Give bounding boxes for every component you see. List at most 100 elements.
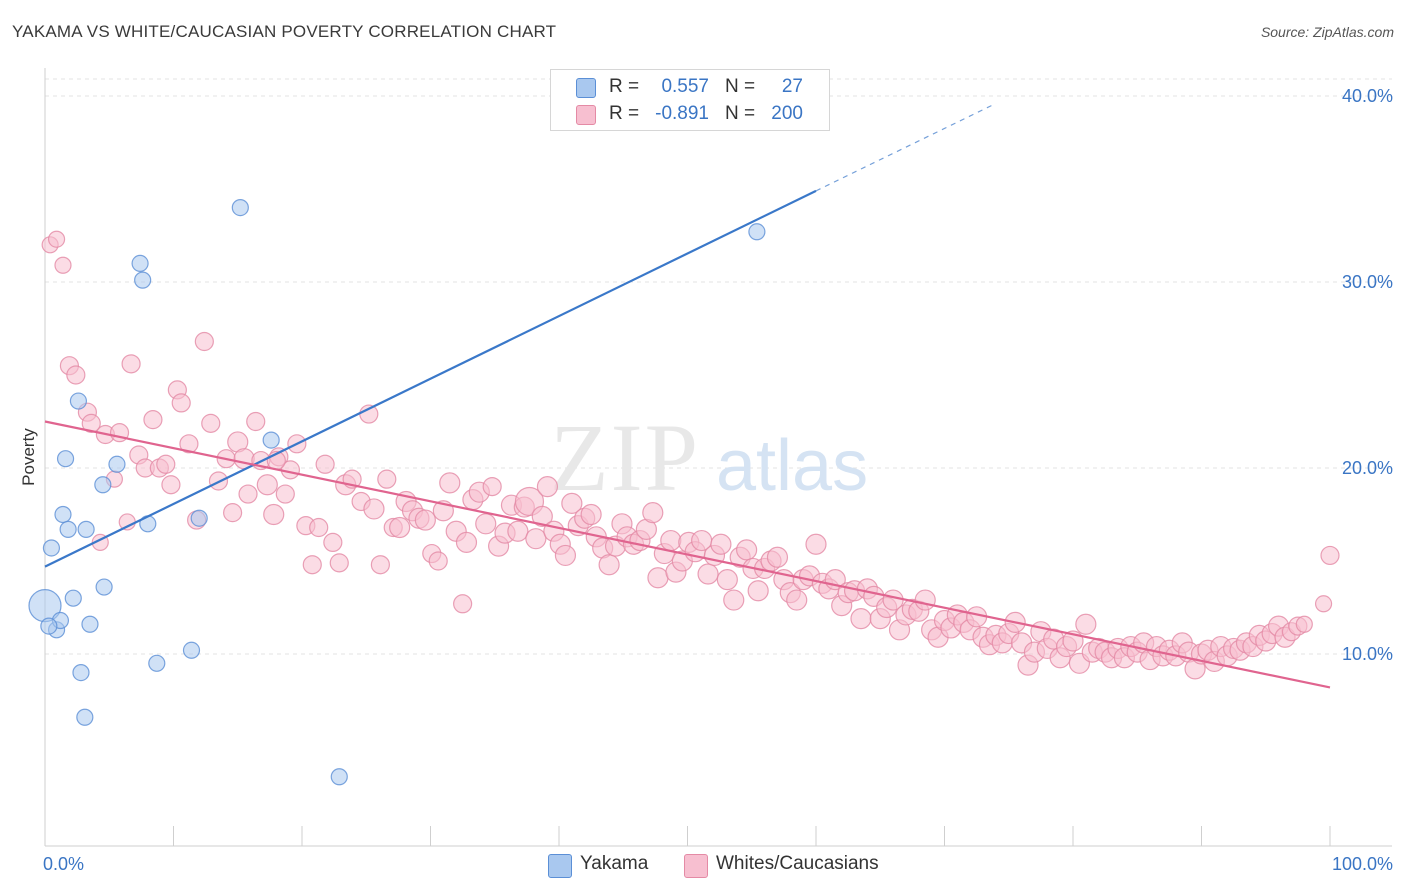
legend-r-value: 0.557: [661, 76, 709, 97]
whites-point: [256, 474, 278, 496]
whites-point: [171, 393, 191, 413]
whites-point: [143, 410, 163, 430]
whites-point: [766, 546, 789, 568]
whites-point: [66, 365, 86, 385]
legend-n-label: N =: [725, 76, 756, 97]
whites-point: [161, 475, 181, 495]
yakama-point: [108, 455, 126, 473]
whites-point: [47, 230, 66, 248]
yakama-point: [231, 199, 249, 217]
whites-point: [598, 554, 620, 576]
axis-labels: 10.0% 20.0% 30.0% 40.0% 0.0% 100.0% Poverty: [19, 86, 1393, 874]
yakama-point: [54, 505, 72, 524]
whites-point: [156, 454, 176, 474]
whites-point: [363, 498, 385, 520]
yakama-point: [76, 708, 94, 726]
whites-point: [1075, 613, 1097, 635]
yakama-trend-extension: [815, 102, 997, 192]
whites-point: [536, 476, 559, 498]
whites-point: [1295, 615, 1313, 633]
whites-point: [710, 533, 732, 555]
whites-point: [263, 503, 285, 526]
legend-row-yakama: R = 0.557 N = 27: [551, 74, 829, 100]
whites-point: [914, 589, 936, 611]
axes: [44, 68, 1392, 847]
whites-point: [507, 520, 529, 542]
yakama-point: [330, 768, 348, 786]
whites-point: [329, 553, 349, 573]
whites-point: [554, 544, 577, 567]
whites-point: [850, 608, 872, 630]
whites-point: [223, 503, 243, 523]
yakama-trend-line: [44, 189, 817, 568]
whites-point: [531, 505, 553, 527]
whites-point: [439, 472, 461, 494]
whites-point: [475, 513, 497, 535]
whites-point: [1314, 595, 1333, 613]
y-tick-label: 20.0%: [1342, 458, 1393, 478]
source-label: Source: ZipAtlas.com: [1260, 24, 1394, 40]
whites-point: [525, 528, 547, 550]
yakama-point: [42, 539, 61, 557]
whites-point: [370, 555, 390, 575]
legend-row-whites: R = -0.891 N = 200: [551, 101, 829, 127]
y-tick-label: 30.0%: [1342, 272, 1393, 292]
yakama-point: [94, 476, 112, 494]
legend-n-value: 27: [781, 76, 803, 97]
whites-point: [561, 492, 583, 514]
yakama-point: [72, 663, 90, 682]
whites-point: [121, 354, 141, 374]
legend-n-label: N =: [725, 103, 756, 124]
whites-point: [786, 589, 808, 611]
whites-point: [453, 594, 473, 614]
whites-point: [697, 563, 719, 585]
yakama-point: [40, 617, 58, 635]
series-whites-points: [41, 230, 1340, 680]
legend-label-whites: Whites/Caucasians: [716, 853, 879, 874]
whites-point: [660, 529, 682, 552]
whites-point: [309, 517, 329, 538]
yakama-point: [182, 641, 201, 659]
whites-point: [238, 484, 258, 504]
grid-lines: [45, 78, 1392, 655]
whites-point: [179, 434, 199, 454]
y-tick-label: 40.0%: [1342, 86, 1393, 106]
whites-point: [482, 477, 502, 497]
yakama-point: [81, 615, 99, 633]
whites-point: [323, 532, 343, 553]
yakama-point: [190, 509, 208, 527]
legend-swatch-yakama: [548, 854, 572, 878]
whites-point: [81, 413, 101, 433]
yakama-point: [56, 450, 75, 468]
x-tick-label-max: 100.0%: [1332, 854, 1393, 874]
whites-point: [805, 533, 827, 555]
whites-point: [377, 469, 397, 489]
trend-lines: [44, 102, 1331, 689]
legend-r-value: -0.891: [655, 103, 709, 124]
whites-point: [723, 589, 745, 611]
whites-point: [1320, 545, 1340, 566]
yakama-point: [59, 520, 77, 538]
yakama-point: [262, 431, 280, 449]
yakama-point: [95, 578, 113, 596]
legend-swatch-yakama: [576, 78, 596, 98]
chart-title: YAKAMA VS WHITE/CAUCASIAN POVERTY CORREL…: [12, 22, 557, 41]
yakama-point: [69, 392, 88, 410]
yakama-point: [131, 254, 149, 272]
whites-trend-line: [44, 420, 1331, 689]
whites-point: [647, 567, 669, 589]
whites-point: [302, 555, 322, 575]
x-tick-label-min: 0.0%: [43, 854, 84, 874]
series-legend: Yakama Whites/Caucasians: [0, 852, 1406, 878]
yakama-point: [148, 654, 166, 672]
whites-point: [201, 413, 221, 433]
watermark-atlas: atlas: [716, 426, 868, 506]
legend-r-label: R =: [609, 103, 640, 124]
yakama-point: [748, 223, 766, 241]
whites-point: [275, 484, 295, 504]
whites-point: [315, 454, 335, 474]
whites-point: [246, 411, 266, 432]
y-tick-label: 10.0%: [1342, 644, 1393, 664]
whites-point: [428, 551, 448, 571]
